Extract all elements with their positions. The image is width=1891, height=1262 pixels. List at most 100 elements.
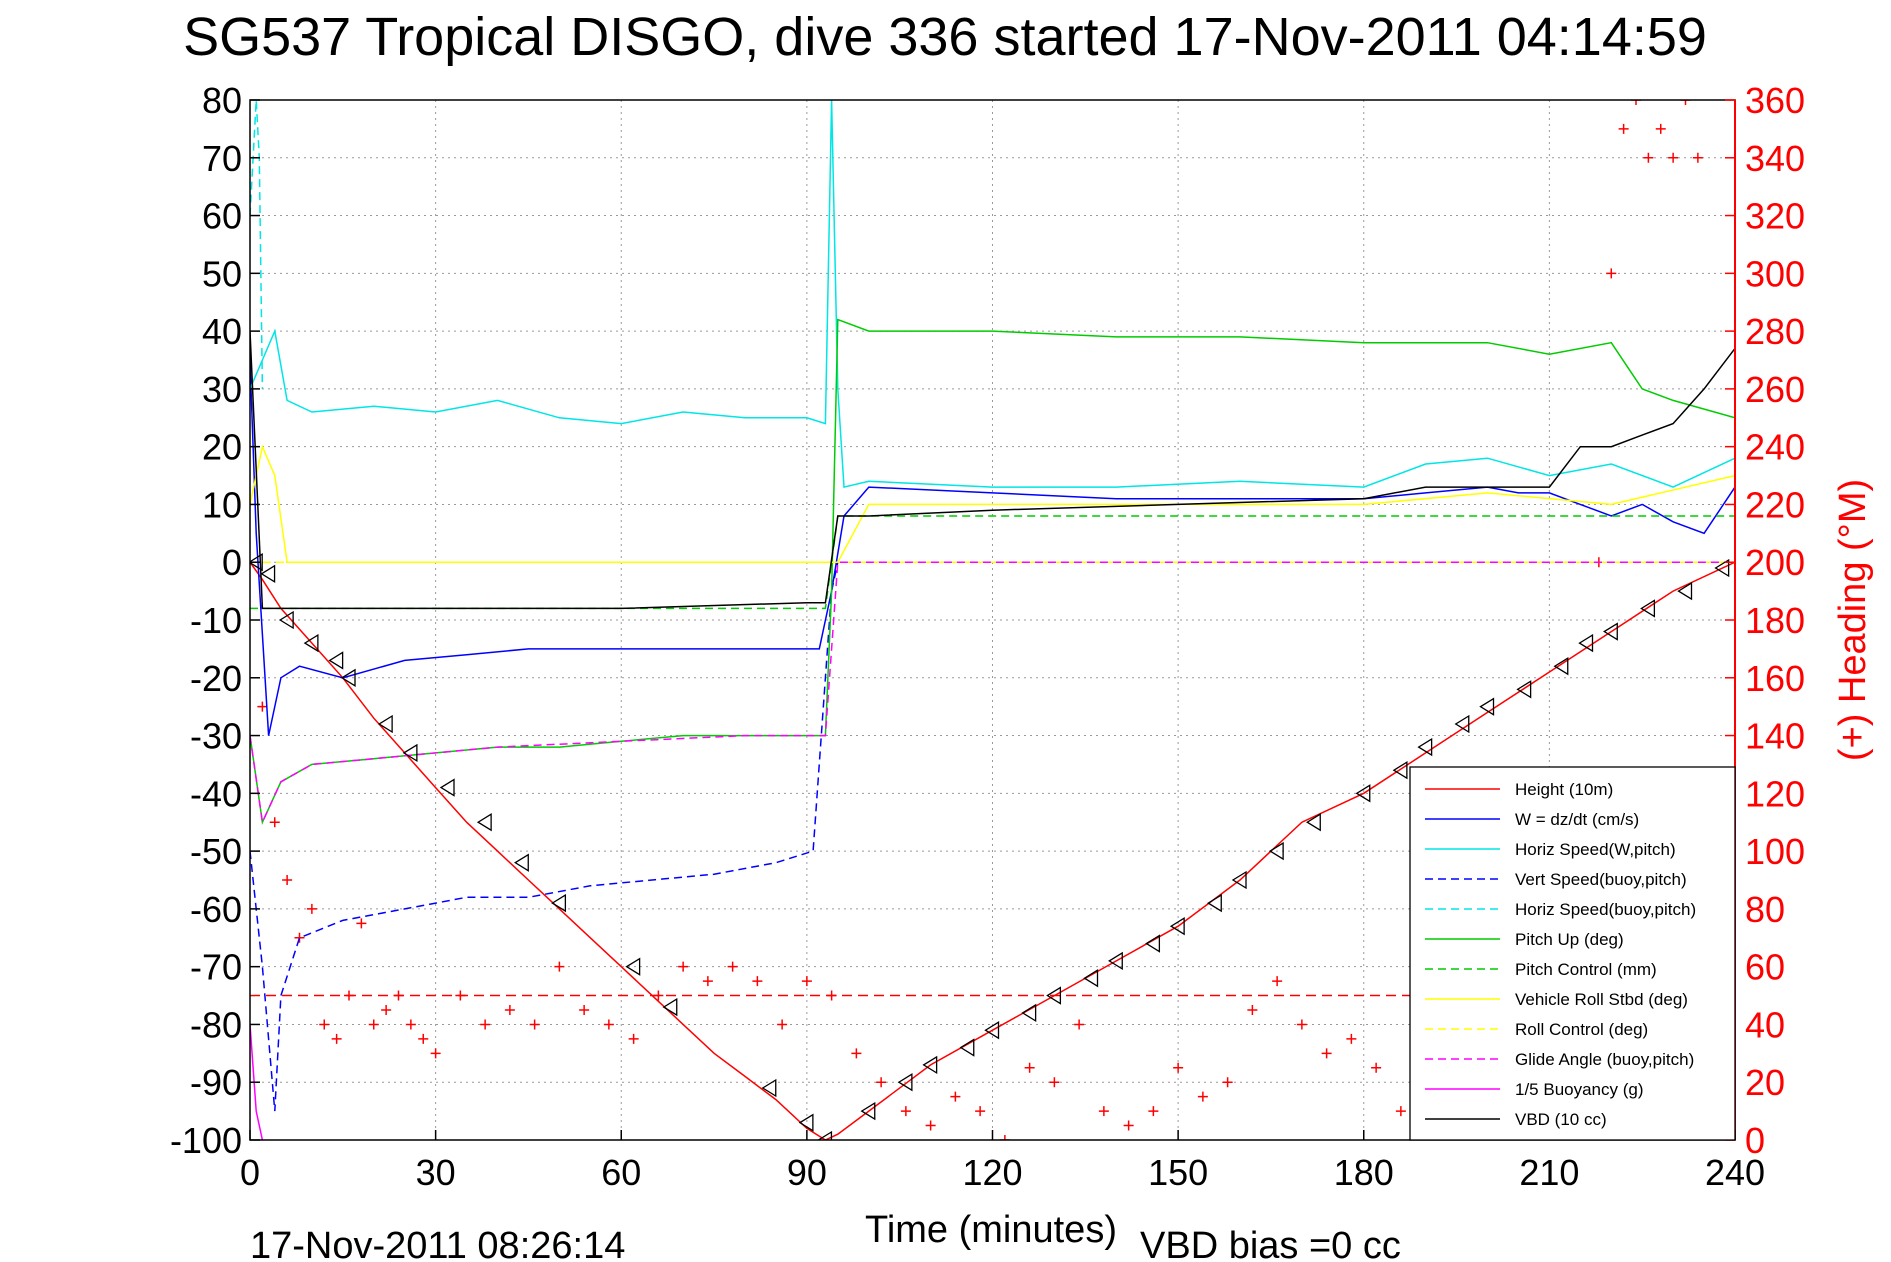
heading-point [702, 976, 713, 987]
tick-labels: 0 30 60 90 120 150 180 210 24080706050403020100-… [170, 80, 1805, 1193]
depth-marker [662, 997, 678, 1017]
heading-point [1618, 123, 1629, 134]
depth-marker [278, 610, 294, 630]
y2-tick-label: 320 [1745, 196, 1805, 237]
depth-marker [476, 813, 492, 832]
y-tick-label: 30 [202, 369, 242, 410]
heading-point [1680, 100, 1691, 105]
y-tick-label: 10 [202, 484, 242, 525]
heading-point [529, 1019, 540, 1030]
y-tick-label: -70 [190, 947, 242, 988]
footer-vbd-bias: VBD bias =0 cc [1140, 1225, 1401, 1262]
y2-tick-label: 280 [1745, 311, 1805, 352]
heading-point [579, 1005, 590, 1015]
footer-timestamp: 17-Nov-2011 08:26:14 [250, 1225, 625, 1262]
series-line-10 [250, 1024, 264, 1140]
legend-box [1409, 766, 1736, 1141]
legend-entry: Vert Speed(buoy,pitch) [1515, 870, 1687, 889]
heading-point [900, 1106, 911, 1117]
y2-tick-label: 100 [1745, 831, 1805, 872]
heading-point [257, 701, 268, 712]
y2-tick-label: 340 [1745, 138, 1805, 179]
y-tick-label: 70 [202, 138, 242, 179]
heading-point [1371, 1062, 1382, 1073]
legend-entry: Glide Angle (buoy,pitch) [1515, 1050, 1694, 1069]
heading-point [368, 1019, 379, 1030]
x-tick-label: 210 [1519, 1152, 1579, 1193]
y2-tick-label: 220 [1745, 484, 1805, 525]
legend-entry: Vehicle Roll Stbd (deg) [1515, 990, 1688, 1009]
y2-tick-label: 160 [1745, 658, 1805, 699]
heading-point [418, 1033, 429, 1044]
heading-point [1123, 1120, 1134, 1131]
heading-point [1321, 1048, 1332, 1059]
y2-tick-label: 260 [1745, 369, 1805, 410]
heading-point [294, 932, 305, 943]
heading-point [851, 1048, 862, 1059]
y-tick-label: 40 [202, 311, 242, 352]
heading-point [950, 1091, 961, 1102]
depth-marker [551, 893, 567, 913]
x-axis-label: Time (minutes) [865, 1209, 1117, 1251]
heading-point [405, 1019, 416, 1030]
y2-tick-label: 140 [1745, 716, 1805, 757]
depth-marker [1207, 893, 1222, 913]
heading-point [393, 990, 404, 1001]
heading-point [356, 918, 367, 929]
depth-marker [250, 553, 263, 572]
y-tick-label: -60 [190, 889, 242, 930]
y2-tick-label: 20 [1745, 1062, 1785, 1103]
depth-marker [377, 714, 393, 734]
heading-point [1148, 1106, 1159, 1117]
series-line-1 [250, 359, 1735, 736]
depth-marker [1083, 969, 1099, 988]
heading-point [1074, 1019, 1085, 1030]
heading-point [1606, 268, 1617, 279]
legend-entry: Horiz Speed(buoy,pitch) [1515, 900, 1696, 919]
y2-tick-label: 80 [1745, 889, 1785, 930]
depth-marker [1714, 558, 1730, 578]
depth-marker [1677, 581, 1693, 601]
plot-area [250, 100, 1735, 1140]
depth-marker [1231, 870, 1247, 890]
legend-entry: VBD (10 cc) [1515, 1110, 1607, 1129]
y2-axis-label: (+) Heading (°M) [1832, 479, 1874, 761]
y2-tick-label: 360 [1745, 80, 1805, 121]
legend-entry: 1/5 Buoyancy (g) [1515, 1080, 1644, 1099]
heading-point [801, 976, 812, 987]
depth-marker [1145, 934, 1161, 953]
legend-entry: Height (10m) [1515, 780, 1613, 799]
depth-marker [1578, 633, 1594, 653]
legend-entry: Pitch Control (mm) [1515, 960, 1657, 979]
legend-entry: Horiz Speed(W,pitch) [1515, 840, 1676, 859]
y2-tick-label: 60 [1745, 947, 1785, 988]
depth-marker [1108, 951, 1123, 971]
heading-point [1173, 1062, 1184, 1073]
heading-point [1655, 123, 1666, 134]
heading-point [826, 990, 837, 1001]
heading-point [628, 1033, 639, 1044]
depth-marker [328, 651, 344, 670]
y-tick-label: -100 [170, 1120, 242, 1161]
heading-point [1395, 1106, 1406, 1117]
x-tick-label: 240 [1705, 1152, 1765, 1193]
depth-marker [402, 743, 418, 763]
series-line-9 [250, 561, 1735, 825]
depth-marker [959, 1038, 975, 1057]
series-line-3 [250, 562, 839, 1112]
heading-point [306, 903, 317, 914]
depth-marker [817, 1130, 833, 1140]
heading-point [876, 1077, 887, 1088]
y2-tick-label: 180 [1745, 600, 1805, 641]
y2-tick-label: 200 [1745, 542, 1805, 583]
depth-marker [625, 957, 641, 976]
heading-point [777, 1019, 788, 1030]
y2-tick-label: 300 [1745, 253, 1805, 294]
depth-marker [1516, 680, 1532, 699]
heading-point [1024, 1062, 1035, 1073]
heading-point [1346, 1033, 1357, 1044]
y-tick-label: -90 [190, 1062, 242, 1103]
depth-marker [1454, 714, 1470, 734]
heading-point [269, 817, 280, 828]
